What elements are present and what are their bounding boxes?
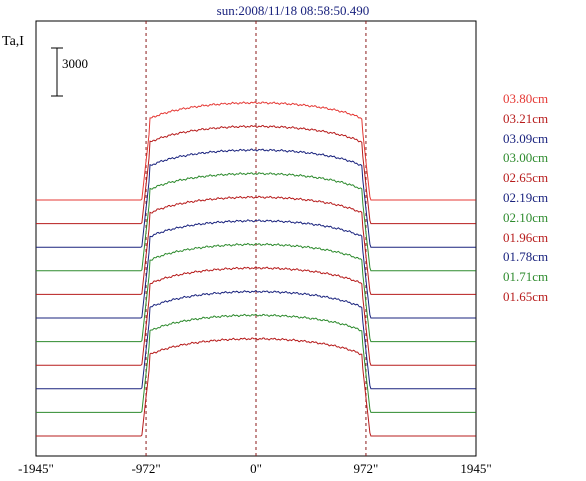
chart-title: sun:2008/11/18 08:58:50.490 <box>216 3 370 18</box>
series-line <box>36 124 476 225</box>
series-line <box>36 195 476 295</box>
legend-item: 03.09cm <box>503 130 549 146</box>
y-axis-label: Ta,I <box>2 34 24 49</box>
x-axis-ticks: -1945" -972" 0" 972" 1945" <box>18 461 491 476</box>
legend-item: 01.96cm <box>503 229 549 245</box>
legend-item: 01.65cm <box>503 288 549 304</box>
x-tick-label: -1945" <box>18 461 54 476</box>
series-line <box>36 219 476 319</box>
series-line <box>36 101 476 201</box>
legend-item: 03.80cm <box>503 91 549 106</box>
x-tick-label: 0" <box>250 461 262 476</box>
x-tick-label: 1945" <box>460 461 491 476</box>
legend-item: 03.00cm <box>503 150 549 166</box>
limb-markers <box>145 21 367 456</box>
legend-item: 02.10cm <box>503 209 549 225</box>
legend-item: 02.65cm <box>503 170 549 186</box>
legend-item: 02.19cm <box>503 189 549 205</box>
series-lines <box>36 101 476 437</box>
series-line <box>36 266 476 366</box>
legend-item: 01.78cm <box>503 249 549 265</box>
series-line <box>36 313 476 413</box>
scale-bar: 3000 <box>51 47 88 97</box>
series-line <box>36 172 476 272</box>
x-tick-label: -972" <box>131 461 160 476</box>
series-line <box>36 337 476 437</box>
legend-item: 03.21cm <box>503 110 549 126</box>
scale-bar-label: 3000 <box>62 56 88 71</box>
legend-item: 01.71cm <box>503 269 549 285</box>
x-tick-label: 972" <box>354 461 379 476</box>
series-line <box>36 289 476 390</box>
series-line <box>36 242 476 343</box>
series-line <box>36 148 476 248</box>
legend: 03.80cm 03.21cm 03.09cm 03.00cm 02.65cm 02.19… <box>503 89 583 307</box>
